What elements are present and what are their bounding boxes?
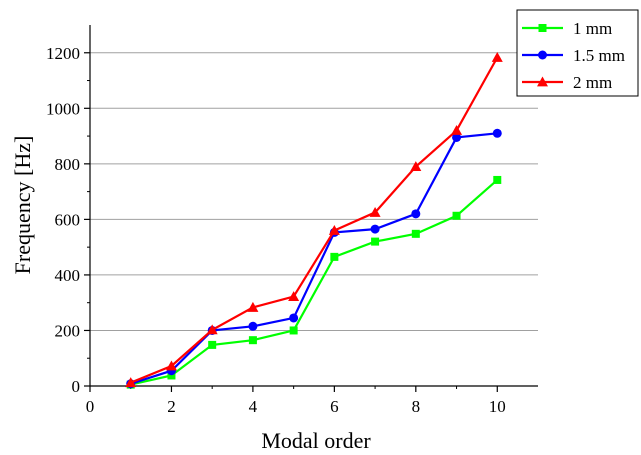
x-tick-label: 10 (489, 397, 506, 416)
axes (89, 25, 538, 387)
legend-item: 1 mm (522, 19, 612, 38)
data-point (370, 224, 380, 234)
data-point (248, 336, 257, 345)
data-point (369, 206, 381, 217)
y-tick-label: 800 (55, 155, 81, 174)
y-tick-label: 1200 (46, 44, 80, 63)
series-line (130, 179, 498, 386)
legend-label: 2 mm (573, 73, 612, 92)
data-point (289, 313, 299, 323)
y-axis-title: Frequency [Hz] (10, 136, 35, 275)
data-point (247, 301, 259, 312)
series-group (125, 51, 503, 389)
y-tick-label: 600 (55, 210, 81, 229)
data-point (208, 340, 217, 349)
data-point (288, 291, 300, 301)
legend-item: 2 mm (522, 73, 612, 92)
x-tick-label: 0 (86, 397, 95, 416)
legend: 1 mm 1.5 mm 2 mm (516, 9, 639, 97)
y-tick-label: 200 (55, 321, 81, 340)
data-point (167, 371, 176, 380)
data-point (452, 211, 461, 220)
data-point (206, 324, 218, 335)
data-point (452, 132, 462, 142)
data-point (165, 360, 177, 371)
data-point (125, 377, 137, 388)
y-tick-label: 1000 (46, 99, 80, 118)
legend-label: 1.5 mm (573, 46, 625, 65)
data-point (493, 175, 502, 184)
ticks: 0 200 400 600 800 1000 1200 0 2 4 6 8 10 (46, 44, 506, 416)
x-tick-label: 4 (249, 397, 258, 416)
data-point (491, 51, 503, 62)
legend-label: 1 mm (573, 19, 612, 38)
legend-item: 1.5 mm (522, 46, 625, 65)
data-point (538, 24, 547, 32)
x-tick-label: 8 (412, 397, 421, 416)
y-tick-label: 0 (72, 377, 81, 396)
data-point (371, 237, 380, 246)
series-line (130, 132, 498, 385)
data-point (411, 209, 421, 219)
x-axis-title: Modal order (261, 428, 371, 453)
x-tick-label: 2 (167, 397, 176, 416)
series-line (130, 56, 499, 384)
data-point (328, 224, 340, 235)
data-point (289, 326, 298, 335)
x-tick-label: 6 (330, 397, 339, 416)
data-point (492, 128, 502, 138)
series-2 (125, 51, 503, 388)
data-point (451, 125, 463, 135)
data-point (538, 50, 547, 60)
series-1 (126, 128, 502, 389)
data-point (410, 161, 422, 172)
y-tick-label: 400 (55, 266, 81, 285)
data-point (248, 321, 258, 331)
grid-lines (90, 52, 538, 331)
data-point (411, 229, 420, 238)
data-point (330, 252, 339, 261)
data-point (537, 76, 548, 87)
